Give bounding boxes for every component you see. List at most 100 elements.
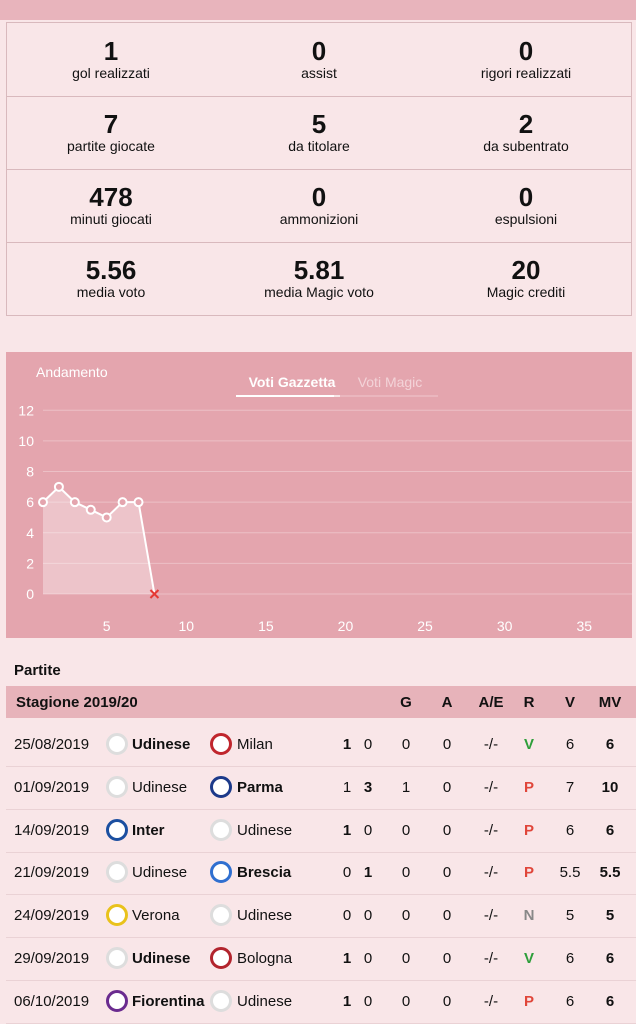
point bbox=[69, 497, 80, 508]
cards: -/- bbox=[483, 950, 499, 967]
stat-value: 0 bbox=[311, 182, 327, 212]
column-header: A bbox=[441, 694, 453, 711]
goals: 0 bbox=[401, 950, 411, 967]
team-logo bbox=[106, 904, 128, 927]
separator bbox=[7, 169, 631, 170]
score-home: 0 bbox=[342, 907, 352, 925]
result: V bbox=[523, 950, 535, 967]
home-team: Udinese bbox=[132, 778, 188, 796]
team-logo bbox=[106, 775, 128, 798]
column-header: Stagione 2019/20 bbox=[16, 694, 138, 711]
tab[interactable]: Voti Gazzetta bbox=[249, 374, 336, 390]
assists: 0 bbox=[442, 907, 452, 925]
score-away: 0 bbox=[363, 950, 373, 967]
column-header: R bbox=[523, 694, 535, 711]
away-team: Udinese bbox=[237, 821, 293, 839]
team-logo bbox=[106, 818, 128, 841]
stat: 2 da subentrato bbox=[422, 110, 630, 154]
away-team: Udinese bbox=[237, 992, 293, 1010]
stat-label: Magic crediti bbox=[486, 284, 566, 300]
stat: 5 da titolare bbox=[215, 110, 423, 154]
tab[interactable]: Voti Magic bbox=[358, 374, 423, 390]
date: 06/10/2019 bbox=[14, 992, 90, 1010]
team-logo bbox=[106, 733, 128, 755]
score-home: 1 bbox=[342, 821, 352, 839]
vote: 5.5 bbox=[559, 864, 581, 882]
stat: 1 gol realizzati bbox=[7, 37, 215, 81]
date: 25/08/2019 bbox=[14, 736, 90, 753]
marker-x-stroke bbox=[149, 589, 160, 599]
stat-value: 5.56 bbox=[85, 255, 137, 285]
y-tick-label: 12 bbox=[18, 402, 34, 418]
separator bbox=[7, 96, 631, 97]
assists: 0 bbox=[442, 992, 452, 1010]
stat: 20 Magic crediti bbox=[422, 256, 630, 300]
team-logo bbox=[210, 818, 232, 841]
stat-value: 0 bbox=[311, 36, 327, 66]
score-away: 0 bbox=[363, 992, 373, 1010]
score-home: 1 bbox=[342, 778, 352, 796]
magic-vote: 10 bbox=[601, 778, 619, 796]
column-header: V bbox=[564, 694, 576, 711]
point bbox=[101, 512, 112, 523]
date: 01/09/2019 bbox=[14, 778, 90, 796]
chart-title: Andamento bbox=[36, 364, 108, 380]
date: 29/09/2019 bbox=[14, 950, 90, 967]
stat-value: 478 bbox=[89, 182, 133, 212]
away-team: Brescia bbox=[237, 864, 292, 882]
stat-label: rigori realizzati bbox=[480, 65, 572, 81]
y-tick-label: 8 bbox=[26, 464, 34, 480]
stat-value: 0 bbox=[518, 182, 534, 212]
vote: 6 bbox=[565, 821, 575, 839]
cards: -/- bbox=[483, 907, 499, 925]
cards: -/- bbox=[483, 992, 499, 1010]
score-home: 0 bbox=[342, 864, 352, 882]
stat-label: media Magic voto bbox=[264, 284, 374, 300]
chart: Andamento Voti Gazzetta Voti Magic 0 2 4 6 8 10… bbox=[6, 352, 632, 638]
score-away: 1 bbox=[363, 864, 373, 882]
home-team: Udinese bbox=[132, 864, 188, 882]
goals: 0 bbox=[401, 864, 411, 882]
stat-label: gol realizzati bbox=[72, 65, 150, 81]
team-logo bbox=[106, 861, 128, 884]
goals: 0 bbox=[401, 736, 411, 753]
away-team: Bologna bbox=[237, 950, 293, 967]
away-team: Udinese bbox=[237, 907, 293, 925]
stat-value: 5.81 bbox=[293, 255, 345, 285]
score-away: 0 bbox=[363, 736, 373, 753]
match-row: 29/09/2019 Udinese Bologna 1 0 0 0 -/- V 6 6 bbox=[6, 938, 636, 981]
stat-value: 1 bbox=[103, 36, 119, 66]
team-logo bbox=[210, 947, 232, 969]
column-header: G bbox=[400, 694, 412, 711]
score-home: 1 bbox=[342, 992, 352, 1010]
team-logo bbox=[210, 861, 232, 884]
magic-vote: 6 bbox=[605, 736, 615, 753]
stat-value: 2 bbox=[518, 109, 534, 139]
y-tick-label: 10 bbox=[18, 433, 34, 449]
cards: -/- bbox=[483, 778, 499, 796]
magic-vote: 5.5 bbox=[599, 864, 621, 882]
stat: 478 minuti giocati bbox=[7, 183, 215, 227]
away-team: Milan bbox=[237, 736, 273, 753]
result: P bbox=[523, 821, 535, 839]
x-tick-label: 30 bbox=[497, 618, 513, 634]
stat: 7 partite giocate bbox=[7, 110, 215, 154]
vote: 7 bbox=[565, 778, 575, 796]
team-logo bbox=[210, 733, 232, 755]
vote: 6 bbox=[565, 736, 575, 753]
stat-label: da subentrato bbox=[483, 138, 569, 154]
stat: 0 espulsioni bbox=[422, 183, 630, 227]
score-home: 1 bbox=[342, 950, 352, 967]
goals: 0 bbox=[401, 907, 411, 925]
score-away: 0 bbox=[363, 821, 373, 839]
result: P bbox=[523, 864, 535, 882]
area bbox=[43, 486, 155, 594]
team-logo bbox=[210, 989, 232, 1012]
stat: 0 rigori realizzati bbox=[422, 37, 630, 81]
home-team: Fiorentina bbox=[132, 992, 205, 1010]
stat-value: 5 bbox=[311, 109, 327, 139]
y-tick-label: 4 bbox=[26, 525, 34, 541]
point bbox=[38, 497, 48, 508]
cards: -/- bbox=[483, 864, 499, 882]
matches-title: Partite bbox=[14, 662, 61, 679]
